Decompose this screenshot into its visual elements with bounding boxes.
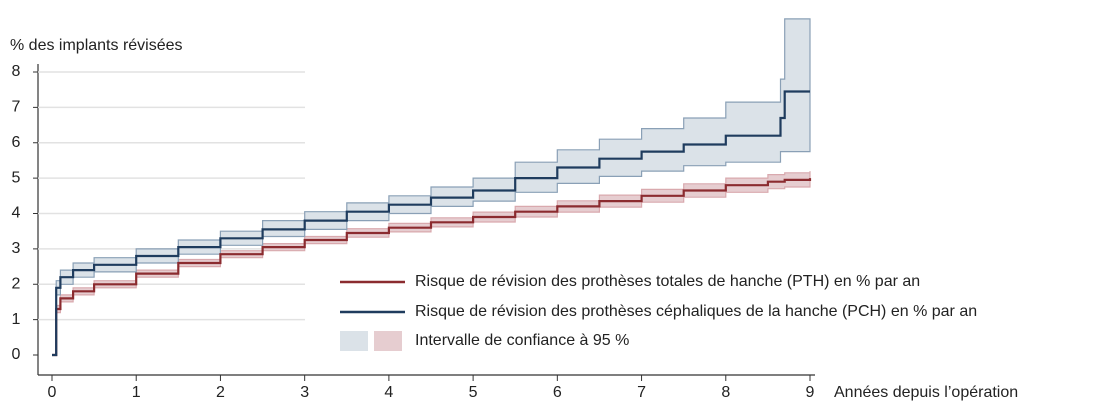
series-line [52, 178, 812, 357]
y-tick-label: 7 [12, 99, 21, 116]
legend-label: Intervalle de confiance à 95 % [415, 332, 629, 349]
grid [38, 71, 305, 321]
y-tick-label: 3 [12, 240, 21, 257]
x-tick-label: 2 [216, 384, 225, 401]
y-tick-label: 1 [12, 311, 21, 328]
lines [52, 90, 812, 357]
x-tick-label: 4 [384, 384, 393, 401]
x-axis-label: Années depuis l’opération [834, 384, 1018, 401]
x-tick-label: 8 [721, 384, 730, 401]
x-tick-label: 5 [469, 384, 478, 401]
confidence-band [52, 18, 811, 356]
x-tick-label: 1 [132, 384, 141, 401]
legend-label: Risque de révision des prothèses totales… [415, 273, 920, 290]
y-axis-label: % des implants révisées [10, 37, 183, 54]
x-tick-label: 7 [637, 384, 646, 401]
legend: Risque de révision des prothèses totales… [340, 273, 977, 351]
y-tick-label: 6 [12, 134, 21, 151]
y-tick-label: 5 [12, 169, 21, 186]
x-tick-label: 9 [806, 384, 815, 401]
y-tick-label: 2 [12, 275, 21, 292]
series-line [52, 90, 810, 357]
ticks: 0 1 2 3 4 5 6 7 8 0 1 2 3 4 5 6 7 8 9 [12, 63, 815, 401]
legend-label: Risque de révision des prothèses céphali… [415, 303, 977, 320]
x-tick-label: 0 [48, 384, 57, 401]
legend-band-swatch [340, 331, 368, 351]
y-tick-label: 4 [12, 205, 21, 222]
x-tick-label: 3 [300, 384, 309, 401]
y-tick-label: 0 [12, 346, 21, 363]
x-tick-label: 6 [553, 384, 562, 401]
y-tick-label: 8 [12, 63, 21, 80]
legend-band-swatch [374, 331, 402, 351]
